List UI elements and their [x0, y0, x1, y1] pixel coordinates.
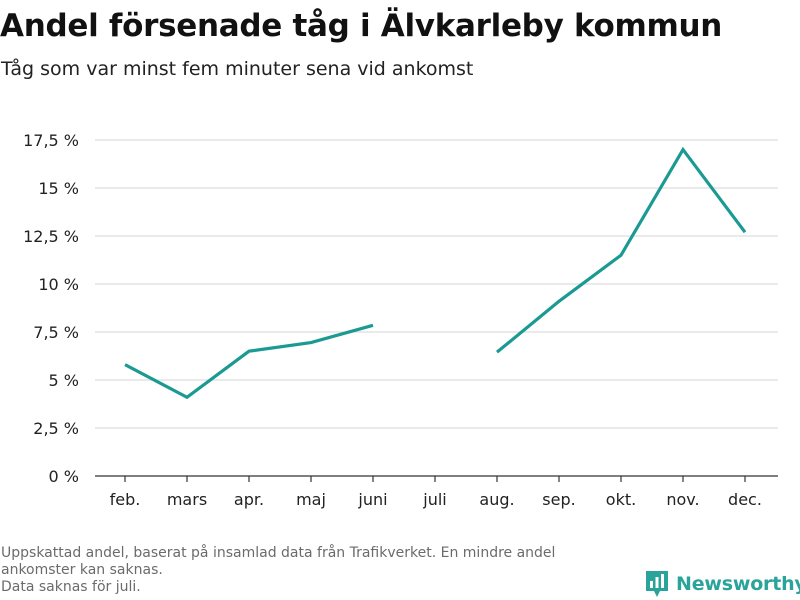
y-tick-label: 2,5 %	[33, 419, 79, 438]
x-tick-label: apr.	[234, 490, 264, 509]
y-tick-label: 17,5 %	[23, 131, 79, 150]
y-axis-ticks: 0 % 2,5 % 5 % 7,5 % 10 % 12,5 % 15 % 17,5 %	[23, 131, 79, 486]
x-axis: feb. mars apr. maj juni juli aug. sep. okt. nov. d…	[95, 475, 778, 509]
footnote-line-2: ankomster kan saknas.	[1, 562, 163, 578]
footnote: Uppskattad andel, baserat på insamlad da…	[1, 545, 631, 596]
x-tick-label: juli	[422, 490, 446, 509]
x-tick-label: okt.	[606, 490, 636, 509]
y-tick-label: 10 %	[38, 275, 79, 294]
x-tick-label: aug.	[479, 490, 514, 509]
footnote-line-3: Data saknas för juli.	[1, 579, 141, 595]
x-tick-label: mars	[167, 490, 207, 509]
x-tick-label: feb.	[110, 490, 141, 509]
chart-subtitle: Tåg som var minst fem minuter sena vid a…	[1, 58, 474, 80]
x-tick-label: nov.	[666, 490, 699, 509]
bar-chart-icon	[646, 571, 668, 597]
y-tick-label: 12,5 %	[23, 227, 79, 246]
x-tick-label: juni	[357, 490, 387, 509]
footnote-line-1: Uppskattad andel, baserat på insamlad da…	[1, 545, 556, 561]
line-chart: 0 % 2,5 % 5 % 7,5 % 10 % 12,5 % 15 % 17,5 % feb…	[23, 131, 778, 509]
series-lines	[124, 146, 747, 400]
x-tick-label: maj	[296, 490, 326, 509]
x-tick-label: sep.	[542, 490, 575, 509]
chart-title: Andel försenade tåg i Älvkarleby kommun	[0, 8, 722, 44]
gridlines	[95, 139, 778, 429]
y-tick-label: 7,5 %	[33, 323, 79, 342]
series-line	[495, 146, 747, 354]
newsworthy-logo: Newsworthy	[644, 569, 800, 599]
y-tick-label: 0 %	[49, 467, 79, 486]
y-tick-label: 15 %	[38, 179, 79, 198]
y-tick-label: 5 %	[49, 371, 79, 390]
x-tick-label: dec.	[728, 490, 762, 509]
brand-name: Newsworthy	[676, 573, 800, 595]
series-line	[124, 323, 374, 400]
